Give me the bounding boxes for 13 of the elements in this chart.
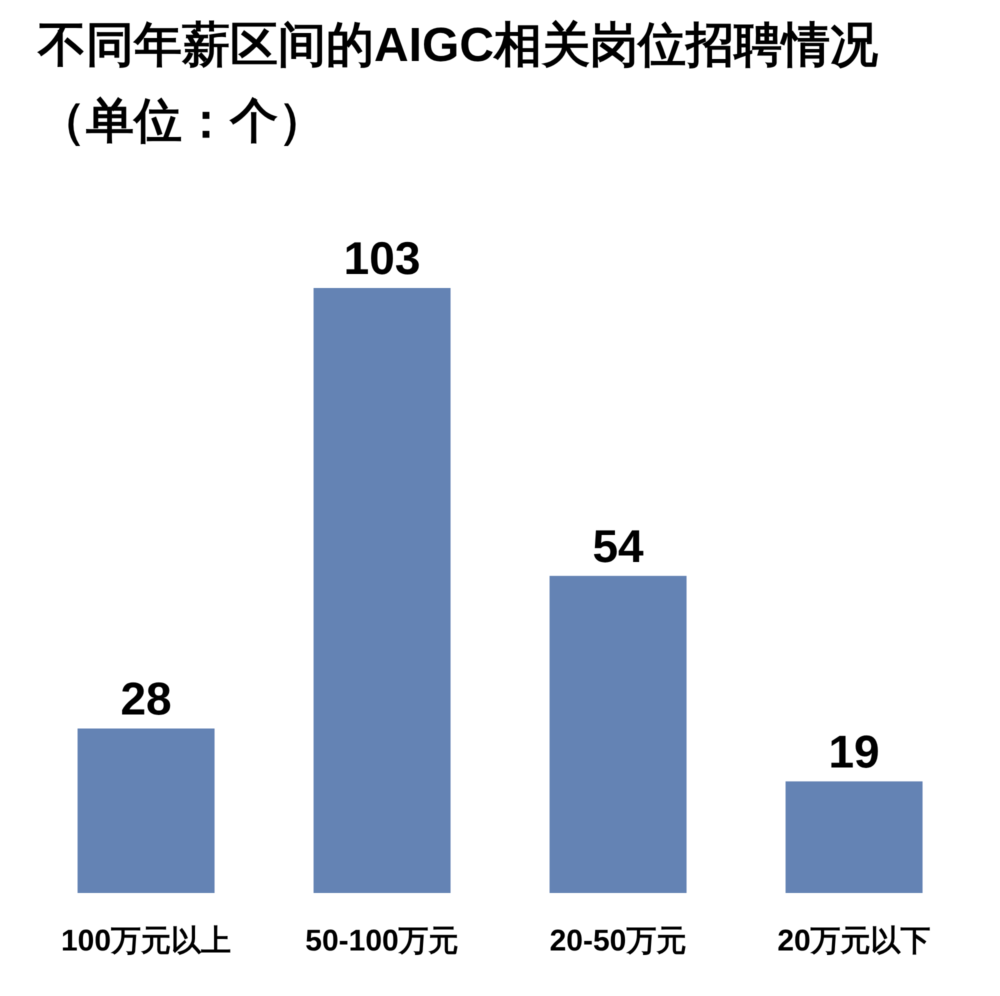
chart-title: 不同年薪区间的AIGC相关岗位招聘情况（单位：个） [36,18,879,150]
data-label: 54 [592,520,644,572]
bar [78,728,215,893]
bar [786,781,923,893]
x-tick-label: 100万元以上 [60,924,232,958]
x-tick-label: 20万元以下 [777,924,931,958]
bar [550,576,687,893]
x-tick-label: 50-100万元 [305,924,459,958]
data-label: 19 [828,725,880,778]
x-tick-label: 20-50万元 [550,924,686,958]
data-label: 28 [120,672,172,725]
bar [314,288,451,893]
data-label: 103 [344,232,420,284]
